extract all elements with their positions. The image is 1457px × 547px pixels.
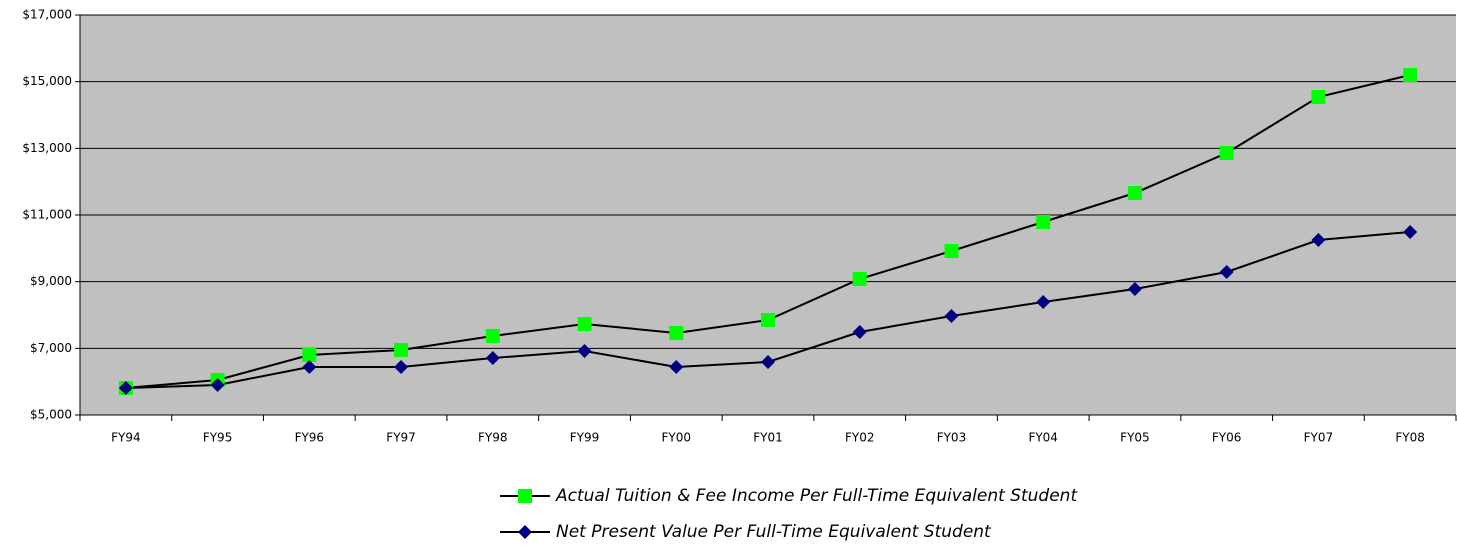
- y-tick-label: $9,000: [30, 274, 72, 288]
- plot-area: $5,000 $7,000 $9,000 $11,000 $13,000 $15,000 $…: [22, 8, 1457, 445]
- marker: [669, 360, 684, 374]
- marker: [1127, 282, 1142, 296]
- y-tick-label: $13,000: [22, 141, 72, 155]
- marker: [944, 244, 959, 258]
- legend-label: Actual Tuition & Fee Income Per Full-Tim…: [555, 486, 1078, 506]
- marker: [1403, 68, 1418, 82]
- marker: [669, 326, 684, 340]
- legend-marker: [518, 525, 532, 539]
- marker: [1403, 225, 1418, 239]
- x-tick-label: FY01: [753, 431, 783, 445]
- marker: [944, 309, 959, 323]
- x-tick-label: FY99: [570, 431, 600, 445]
- marker: [1219, 146, 1234, 160]
- x-tick-label: FY98: [478, 431, 508, 445]
- marker: [1127, 186, 1142, 200]
- marker: [852, 325, 867, 339]
- marker: [302, 348, 317, 362]
- x-tick-label: FY00: [662, 431, 692, 445]
- x-tick-label: FY94: [111, 431, 141, 445]
- x-tick-label: FY06: [1212, 431, 1242, 445]
- marker: [1311, 90, 1326, 104]
- legend-label: Net Present Value Per Full-Time Equivale…: [556, 522, 992, 542]
- marker: [1219, 265, 1234, 279]
- marker: [761, 313, 775, 327]
- marker: [485, 351, 500, 365]
- y-tick-label: $5,000: [30, 408, 72, 422]
- marker: [577, 344, 592, 358]
- y-tick-label: $7,000: [30, 341, 72, 355]
- marker: [852, 272, 867, 286]
- x-tick-label: FY02: [845, 431, 875, 445]
- marker: [577, 317, 592, 331]
- marker: [1036, 295, 1051, 309]
- marker: [118, 381, 133, 395]
- y-tick-label: $17,000: [22, 8, 72, 22]
- x-tick-label: FY08: [1395, 431, 1425, 445]
- marker: [761, 355, 775, 369]
- y-tick-label: $11,000: [22, 208, 72, 222]
- x-tick-label: FY05: [1120, 431, 1150, 445]
- marker: [394, 343, 409, 357]
- x-tick-label: FY96: [295, 431, 325, 445]
- marker: [210, 378, 225, 392]
- legend-marker: [518, 489, 532, 503]
- marker: [1311, 233, 1326, 247]
- marker: [1036, 215, 1051, 229]
- x-tick-label: FY04: [1028, 431, 1058, 445]
- marker: [485, 329, 500, 343]
- marker: [302, 360, 317, 374]
- x-tick-label: FY07: [1304, 431, 1334, 445]
- x-tick-label: FY95: [203, 431, 233, 445]
- marker: [394, 360, 409, 374]
- legend: Actual Tuition & Fee Income Per Full-Tim…: [500, 486, 1078, 542]
- x-tick-label: FY97: [386, 431, 416, 445]
- x-tick-label: FY03: [937, 431, 967, 445]
- y-tick-label: $15,000: [22, 74, 72, 88]
